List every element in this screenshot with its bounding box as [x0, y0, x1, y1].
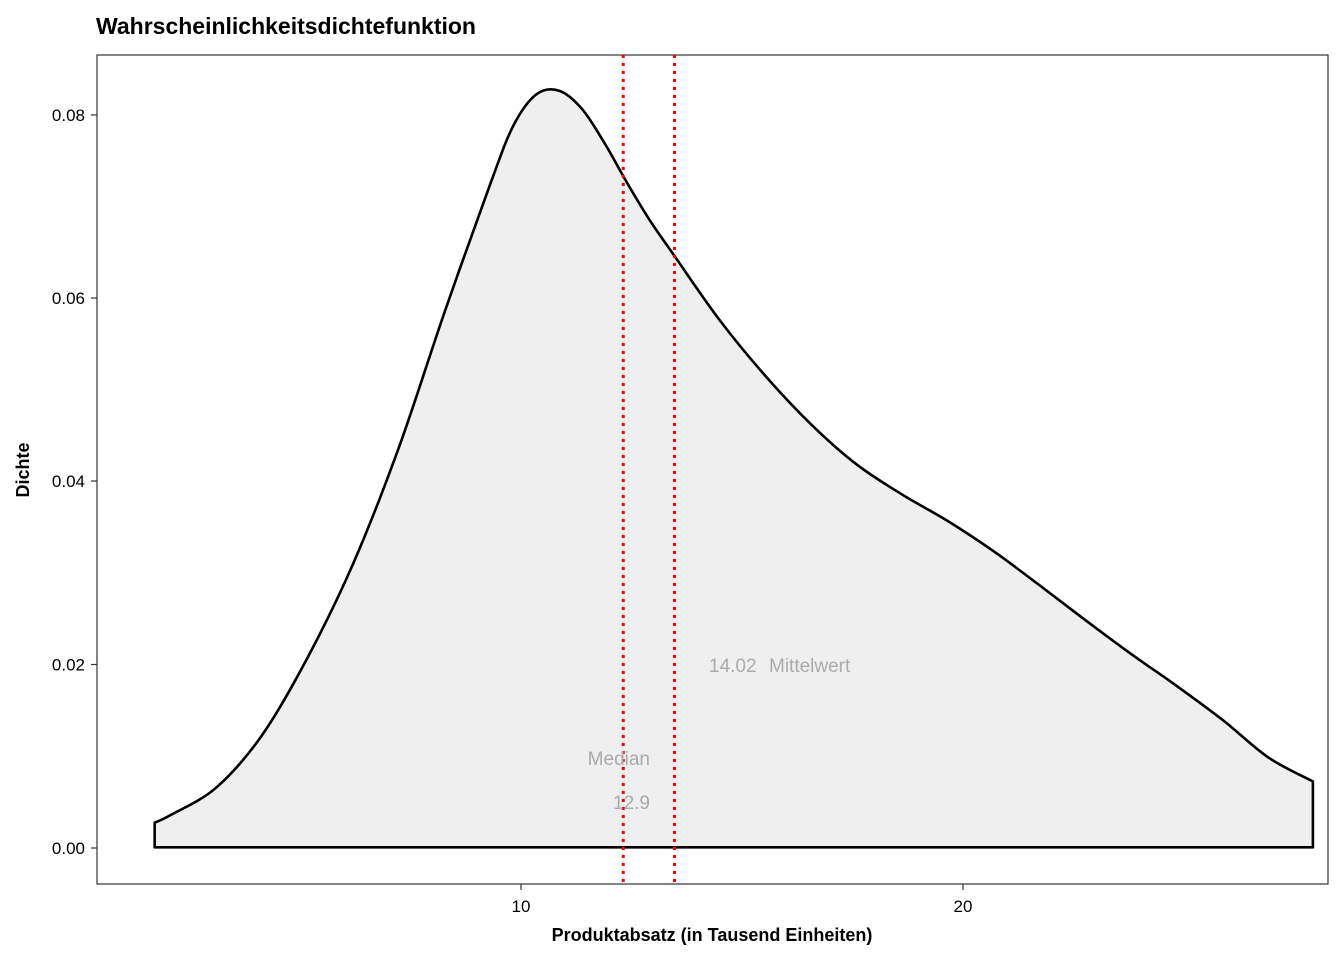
x-tick-label-10: 10	[512, 897, 531, 916]
density-layer	[153, 87, 1315, 849]
y-tick-label-0.04: 0.04	[52, 472, 85, 491]
x-axis-title: Produktabsatz (in Tausend Einheiten)	[552, 925, 873, 945]
density-curve	[153, 87, 1315, 849]
y-tick-label-0.08: 0.08	[52, 106, 85, 125]
x-axis: 10 20	[512, 884, 973, 916]
annotations: Median 12.9 14.02 Mittelwert	[588, 656, 851, 814]
median-label: Median	[588, 749, 650, 770]
x-tick-label-20: 20	[954, 897, 973, 916]
chart-title: Wahrscheinlichkeitsdichtefunktion	[96, 13, 476, 39]
y-tick-label-0.02: 0.02	[52, 656, 85, 675]
y-axis-title: Dichte	[13, 442, 33, 497]
y-axis: 0.00 0.02 0.04 0.06 0.08	[52, 106, 97, 858]
mean-value-label: 14.02	[709, 656, 757, 677]
y-tick-label-0.06: 0.06	[52, 289, 85, 308]
mean-label: Mittelwert	[769, 656, 851, 677]
reference-lines	[621, 55, 677, 884]
y-tick-label-0.00: 0.00	[52, 839, 85, 858]
median-value-label: 12.9	[613, 793, 650, 814]
